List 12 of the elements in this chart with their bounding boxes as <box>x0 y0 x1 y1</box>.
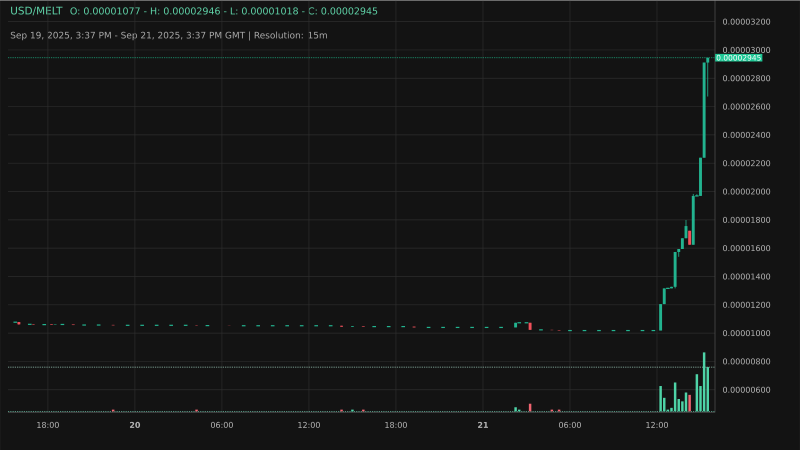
bar <box>514 407 517 412</box>
bar <box>696 374 698 412</box>
text: Sep 19, 2025, 3:37 PM - Sep 21, 2025, 3:37 PM GMT | Resolution: 15m <box>10 31 327 40</box>
annotation: O: 0.00001077 - H: 0.00002946 - L: 0.00001018 - C: 0.00002945 <box>70 7 378 14</box>
bar <box>702 352 706 412</box>
text: USD/MELT <box>11 6 63 16</box>
bar <box>674 382 676 412</box>
bar <box>528 404 532 412</box>
candlestick <box>680 238 684 250</box>
bar <box>659 386 662 412</box>
candlestick <box>688 230 692 245</box>
bar <box>688 394 691 412</box>
